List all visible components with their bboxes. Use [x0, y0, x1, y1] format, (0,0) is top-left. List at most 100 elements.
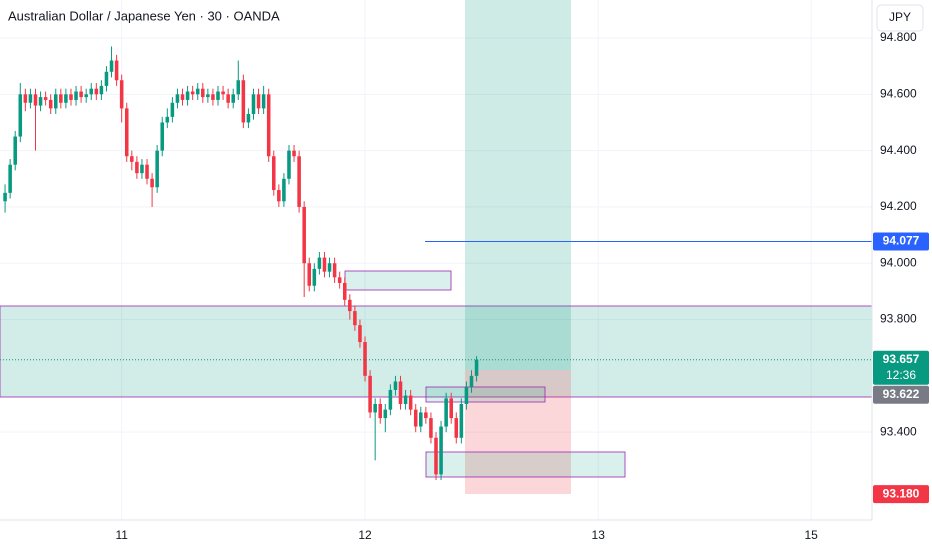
candle-body: [8, 164, 12, 193]
candle-body: [18, 94, 23, 137]
price-label: 93.657: [883, 352, 920, 366]
currency-button[interactable]: [876, 4, 924, 32]
candle-body: [180, 94, 185, 100]
candle-body: [398, 381, 403, 405]
candle-body: [337, 277, 342, 283]
candle-body: [302, 206, 306, 264]
candle-body: [251, 94, 256, 115]
candle-body: [59, 94, 63, 103]
candle-body: [373, 404, 377, 413]
box: [425, 386, 546, 403]
candle-body: [383, 409, 388, 419]
candle-body: [403, 395, 408, 405]
candle-body: [241, 80, 246, 123]
candle-body: [454, 418, 459, 438]
countdown-label: 12:36: [886, 368, 916, 382]
candle-body: [246, 114, 251, 123]
price-label-box: [873, 232, 929, 251]
candle-body: [150, 178, 154, 188]
candle-body: [469, 375, 474, 388]
candle-body: [393, 381, 398, 390]
candle-body: [368, 375, 372, 413]
price-label: 93.180: [883, 486, 920, 500]
candle-body: [236, 80, 241, 95]
candle-body: [79, 91, 83, 98]
candle-body: [53, 94, 58, 109]
candle-body: [322, 257, 327, 272]
candle-body: [413, 409, 418, 427]
candle-body: [33, 94, 38, 106]
candle-body: [119, 80, 124, 109]
x-tick-label: 11: [115, 528, 128, 542]
candle-body: [474, 359, 479, 376]
candle-body: [185, 91, 190, 100]
y-tick-label: 94.400: [880, 143, 917, 157]
candle-body: [211, 94, 215, 100]
target-zone: [465, 0, 571, 370]
candle-body: [342, 282, 347, 300]
candle-body: [307, 263, 312, 286]
candle-body: [297, 156, 301, 207]
candle-body: [201, 88, 205, 98]
candle-body: [261, 94, 266, 109]
candle-body: [353, 311, 357, 326]
price-label: 93.622: [883, 387, 920, 401]
candle-body: [175, 94, 180, 103]
candle-body: [439, 426, 443, 475]
candle-body: [165, 116, 170, 123]
candle-body: [266, 94, 271, 157]
candle-body: [216, 91, 220, 100]
candle-body: [459, 404, 464, 438]
candle-body: [429, 418, 433, 438]
candle-body: [195, 88, 200, 95]
candle-body: [363, 342, 367, 376]
stop-zone: [465, 370, 571, 494]
zone: [0, 305, 873, 398]
x-tick-label: 13: [592, 528, 606, 542]
candle-body: [124, 108, 129, 157]
chart-title: Australian Dollar / Japanese Yen · 30 · …: [8, 8, 280, 23]
candle-body: [408, 395, 413, 410]
x-tick-label: 15: [804, 528, 818, 542]
candle-body: [424, 412, 428, 419]
candle-body: [358, 325, 362, 343]
candle-body: [109, 60, 114, 72]
candle-body: [348, 299, 352, 312]
candle-body: [190, 91, 195, 95]
candle-body: [287, 150, 291, 179]
candle-body: [226, 94, 230, 103]
candle-body: [69, 94, 73, 100]
candle-body: [13, 136, 17, 165]
candle-body: [282, 178, 286, 202]
candle-body: [3, 192, 7, 202]
candle-body: [48, 99, 53, 109]
candle-body: [271, 156, 276, 191]
candle-body: [206, 94, 210, 98]
y-tick-label: 93.800: [880, 312, 917, 326]
candle-body: [140, 164, 144, 174]
currency-label[interactable]: JPY: [889, 10, 911, 24]
candle-body: [43, 97, 48, 100]
candle-body: [312, 268, 317, 286]
candle-body: [23, 94, 28, 103]
box: [425, 451, 626, 478]
candle-body: [317, 257, 322, 269]
candle-body: [64, 94, 68, 103]
box: [344, 270, 452, 291]
candle-body: [155, 150, 159, 188]
price-label-box: [873, 485, 929, 504]
price-label-box: [873, 350, 929, 385]
y-tick-label: 94.000: [880, 255, 917, 269]
y-tick-label: 94.800: [880, 30, 917, 44]
candle-body: [277, 190, 281, 202]
candle-body: [327, 263, 332, 272]
candle-body: [388, 389, 393, 410]
candle-body: [170, 102, 175, 117]
candle-body: [145, 164, 149, 179]
candle-body: [130, 156, 134, 162]
price-label: 94.077: [883, 234, 920, 248]
candle-body: [28, 94, 33, 103]
price-label-box: [873, 385, 929, 404]
